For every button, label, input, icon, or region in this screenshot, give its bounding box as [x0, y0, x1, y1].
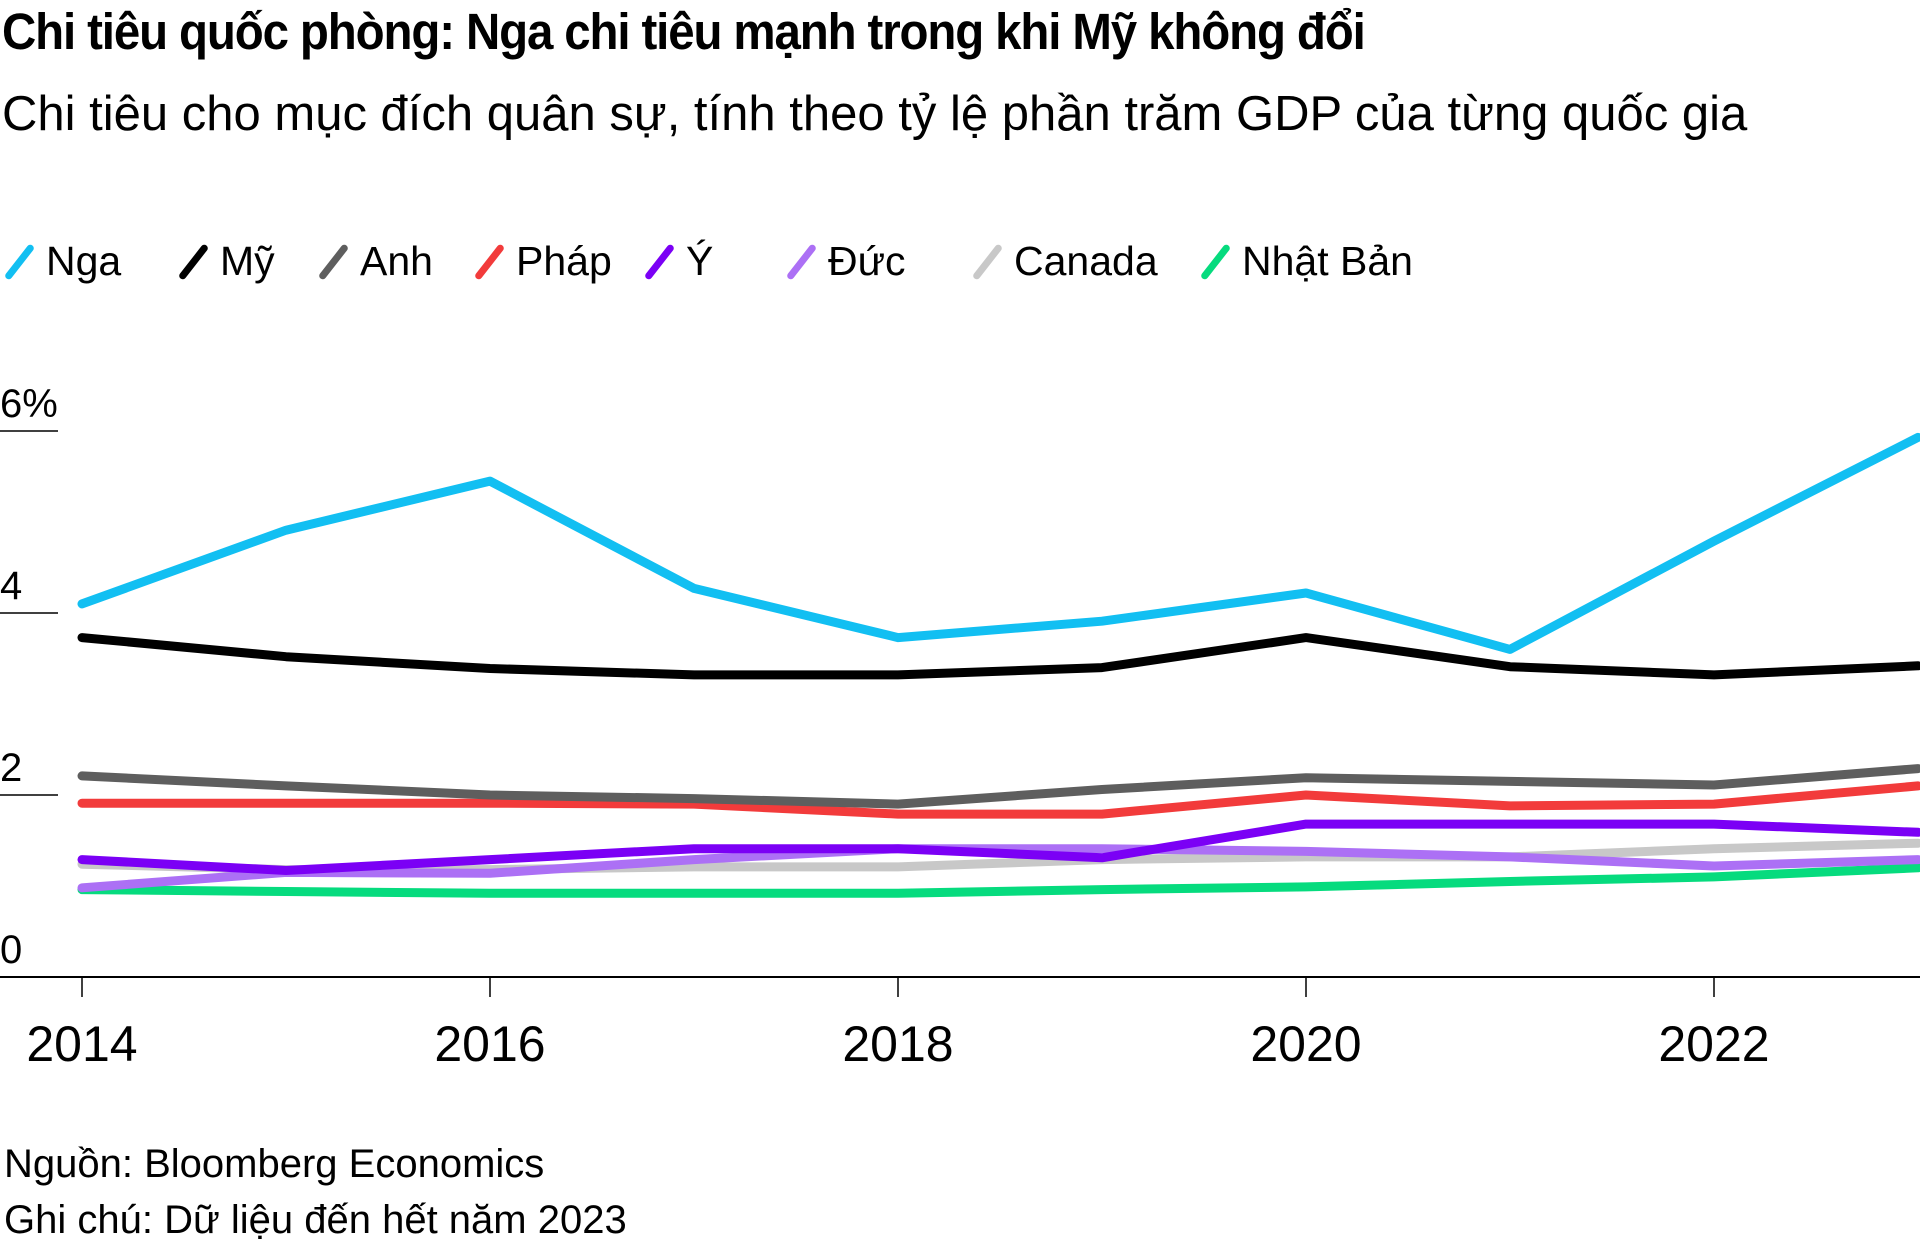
series-line-8 [77, 863, 1920, 898]
legend-label: Anh [360, 237, 433, 284]
legend-item: Nga [0, 236, 121, 286]
x-tick-label: 2018 [842, 1016, 953, 1072]
legend-label: Pháp [516, 237, 612, 284]
legend-item: Pháp [470, 236, 612, 286]
series-line-1 [77, 432, 1920, 654]
series-line-3 [77, 764, 1920, 809]
source-note: Nguồn: Bloomberg Economics [4, 1142, 545, 1186]
legend-label: Ý [686, 237, 714, 284]
chart-title: Chi tiêu quốc phòng: Nga chi tiêu mạnh t… [2, 3, 1366, 60]
legend-item: Canada [968, 236, 1158, 286]
legend-label: Canada [1014, 237, 1158, 284]
x-tick-label: 2016 [434, 1016, 545, 1072]
legend-item: Nhật Bản [1196, 236, 1413, 286]
x-tick-label: 2020 [1250, 1016, 1361, 1072]
legend-item: Anh [314, 236, 433, 286]
legend-item: Đức [782, 236, 906, 286]
legend-item: Ý [640, 236, 713, 286]
legend-label: Mỹ [220, 237, 275, 284]
legend-label: Nhật Bản [1242, 237, 1413, 284]
x-tick-label: 2014 [26, 1016, 137, 1072]
y-tick-label: 0 [0, 928, 22, 972]
series-line-2 [77, 633, 1920, 680]
series-line-5 [77, 819, 1920, 875]
chart-subtitle: Chi tiêu cho mục đích quân sự, tính theo… [2, 87, 1748, 141]
y-tick-label: 6% [0, 382, 58, 426]
legend-label: Đức [828, 237, 906, 284]
y-tick-label: 2 [0, 746, 22, 790]
legend-item: Mỹ [174, 236, 275, 286]
series-line-6 [77, 844, 1920, 893]
legend-label: Nga [46, 237, 122, 284]
legend: Nga Mỹ Anh Pháp Ý Đức Canada Nhật Bản [0, 236, 1920, 286]
data-note: Ghi chú: Dữ liệu đến hết năm 2023 [4, 1198, 627, 1242]
y-tick-label: 4 [0, 564, 22, 608]
x-tick-label: 2022 [1658, 1016, 1769, 1072]
series-line-4 [77, 781, 1920, 819]
